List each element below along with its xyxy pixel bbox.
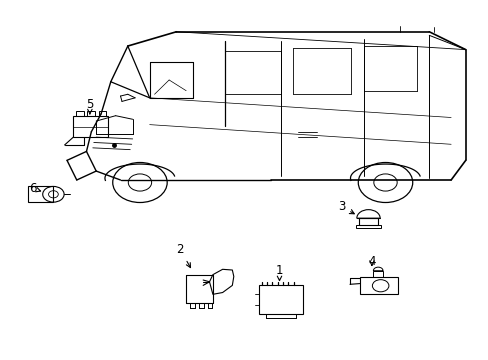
- Bar: [359, 277, 397, 294]
- Bar: [355, 225, 380, 228]
- Text: 4: 4: [367, 255, 375, 268]
- Bar: [87, 111, 95, 116]
- Bar: [372, 271, 382, 277]
- Text: 1: 1: [275, 264, 283, 280]
- Text: 6: 6: [29, 182, 41, 195]
- Bar: [76, 111, 83, 116]
- Bar: [73, 116, 108, 137]
- Bar: [99, 111, 106, 116]
- Text: 3: 3: [337, 200, 353, 214]
- Bar: [28, 186, 53, 202]
- Bar: [259, 285, 302, 314]
- Text: 5: 5: [86, 98, 93, 114]
- Bar: [358, 218, 377, 225]
- Text: 2: 2: [176, 243, 190, 267]
